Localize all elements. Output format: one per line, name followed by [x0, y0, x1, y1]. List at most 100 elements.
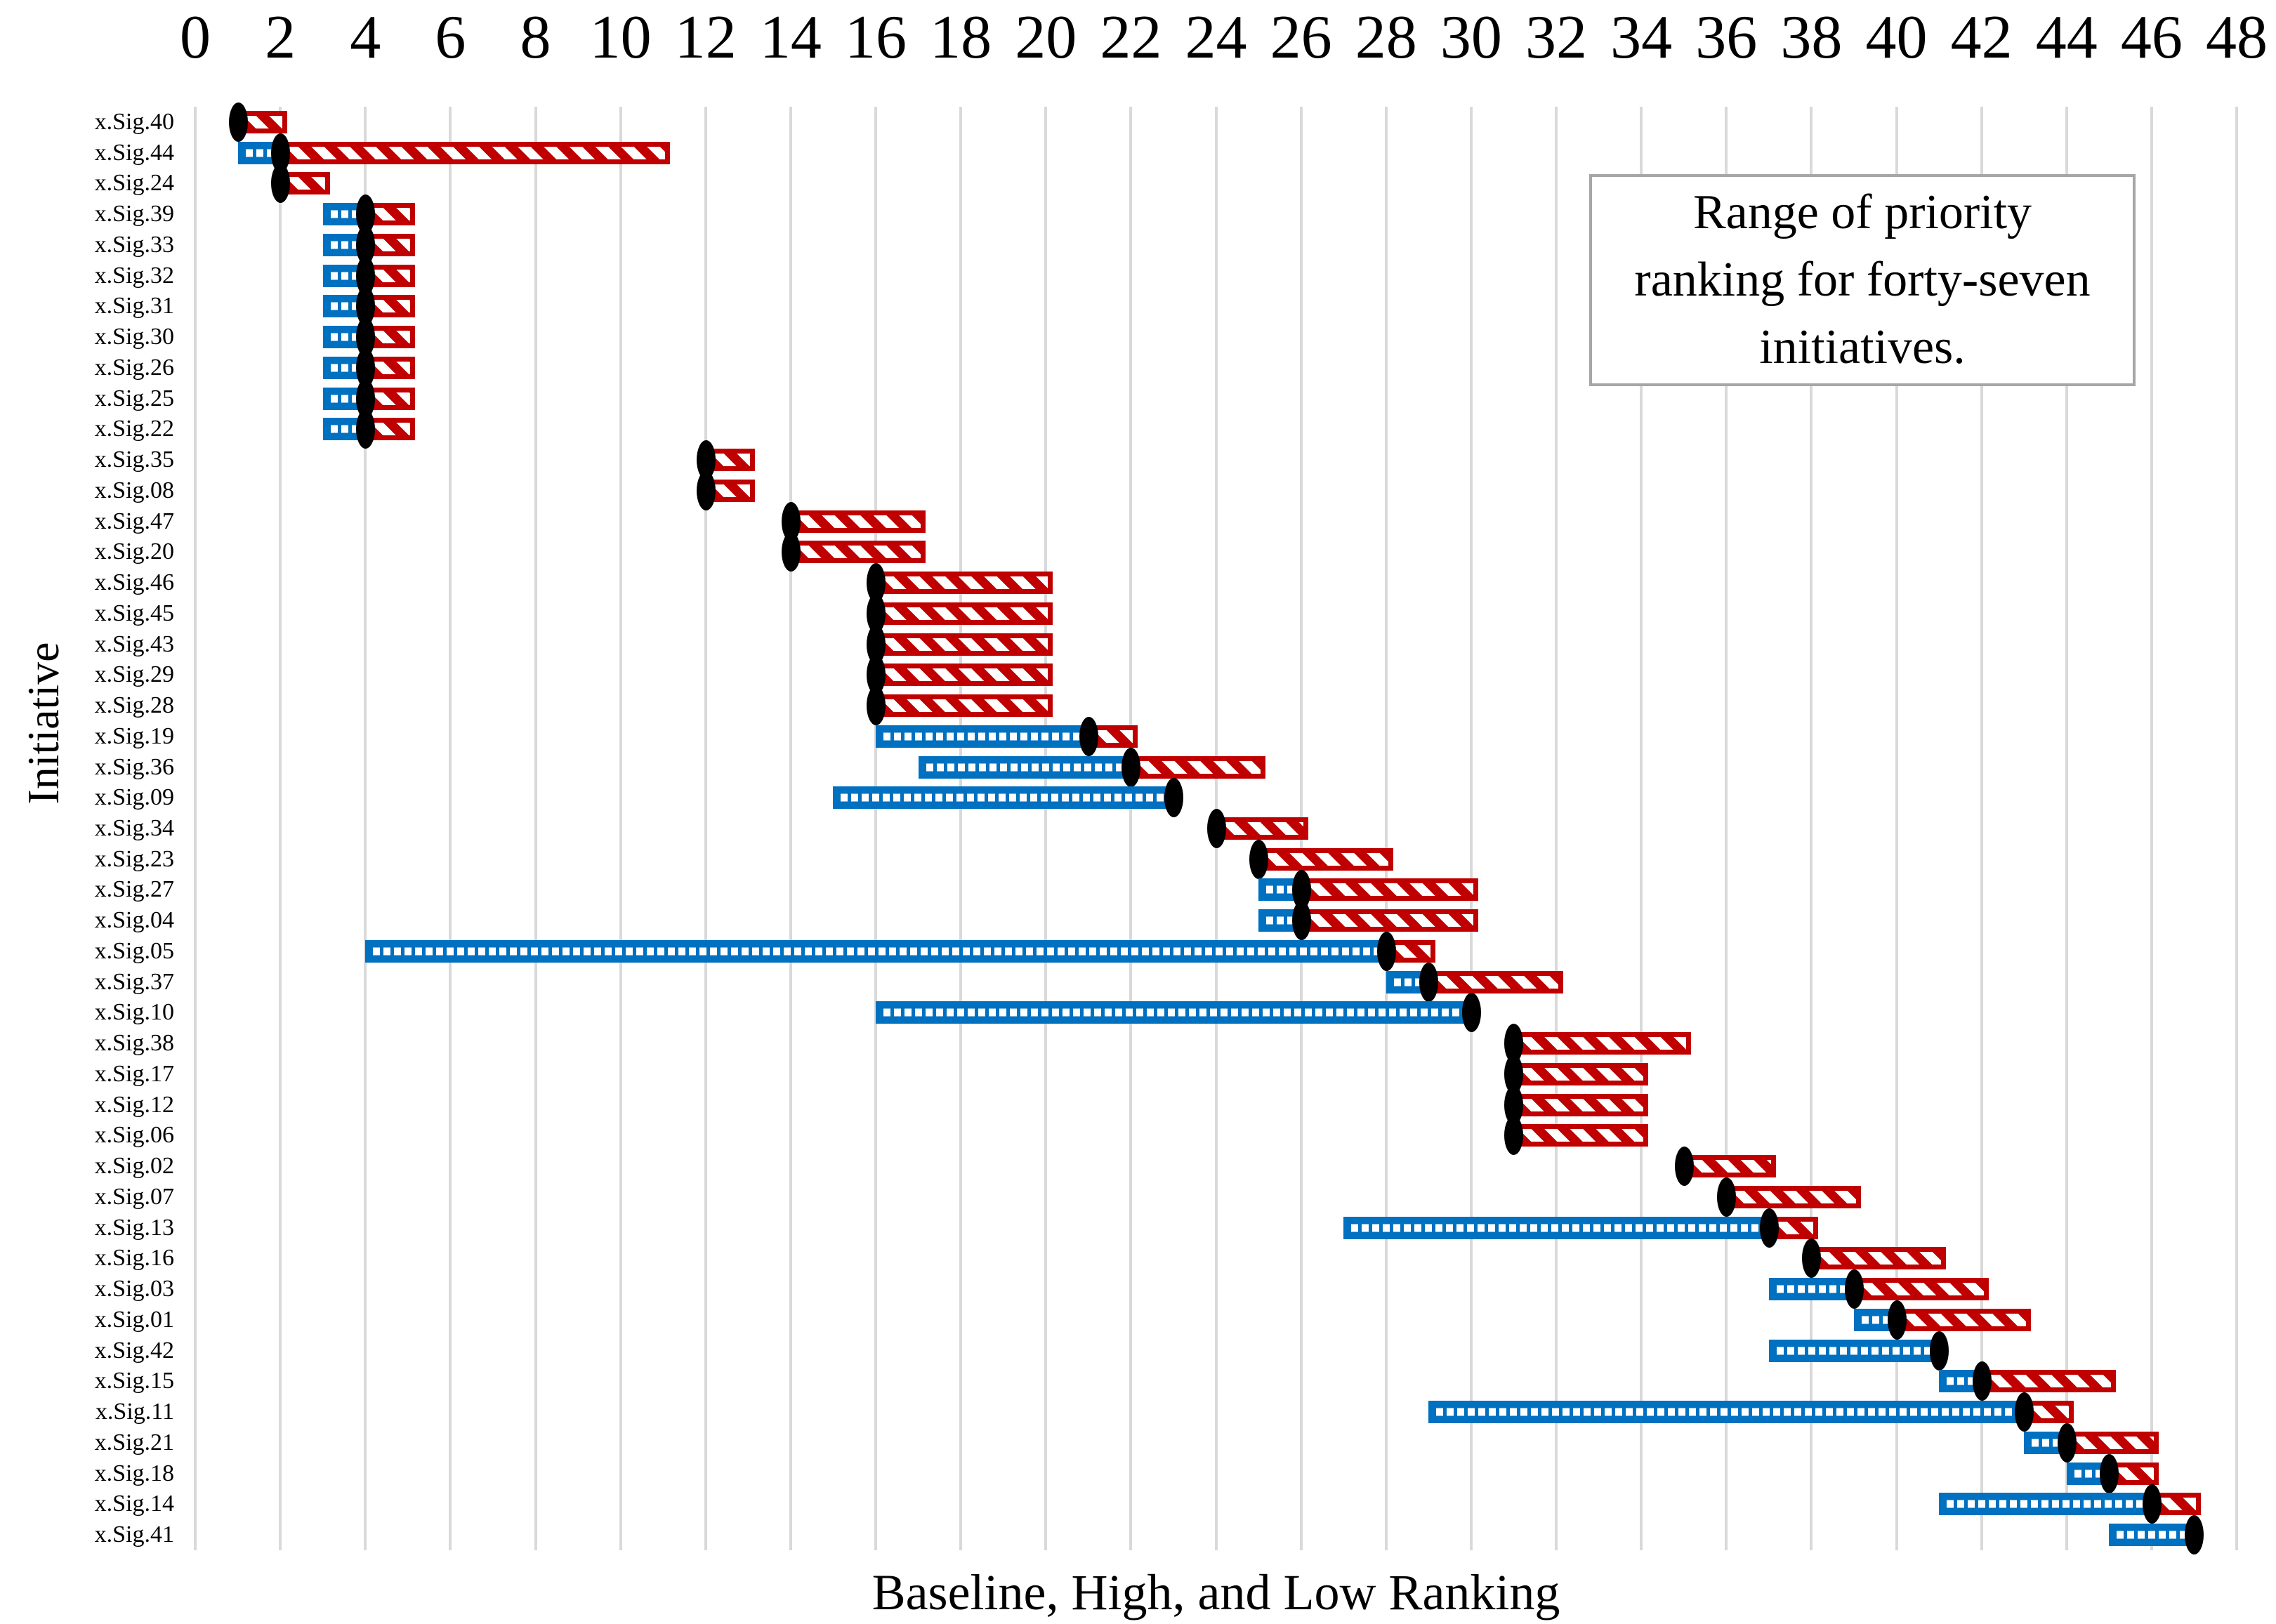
baseline-marker	[271, 164, 291, 204]
y-axis-title: Initiative	[18, 642, 68, 805]
baseline-marker	[1759, 1208, 1779, 1248]
x-axis-tick-label: 38	[1780, 4, 1843, 72]
x-axis-tick-label: 24	[1185, 4, 1247, 72]
x-axis-tick-label: 2	[265, 4, 296, 72]
x-axis-tick-label: 36	[1695, 4, 1758, 72]
high-range-bar	[1981, 1370, 2117, 1393]
high-range-bar	[1301, 878, 1478, 902]
y-axis-label: x.Sig.16	[94, 1245, 174, 1272]
high-range-bar	[876, 694, 1053, 718]
y-axis-label: x.Sig.13	[94, 1214, 174, 1241]
gridline	[194, 107, 197, 1550]
y-axis-label: x.Sig.29	[94, 661, 174, 688]
x-axis-tick-label: 18	[930, 4, 992, 72]
gridline	[1555, 107, 1558, 1550]
y-axis-label: x.Sig.34	[94, 815, 174, 841]
y-axis-label: x.Sig.08	[94, 477, 174, 503]
baseline-marker	[1461, 993, 1481, 1033]
x-axis-tick-label: 42	[1950, 4, 2013, 72]
gridline	[1384, 107, 1388, 1550]
baseline-marker	[867, 686, 886, 726]
gridline	[534, 107, 537, 1550]
y-axis-label: x.Sig.39	[94, 201, 174, 227]
y-axis-label: x.Sig.17	[94, 1060, 174, 1087]
x-axis-tick-label: 12	[674, 4, 737, 72]
x-axis-tick-label: 20	[1015, 4, 1077, 72]
baseline-marker	[1206, 809, 1226, 848]
y-axis-label: x.Sig.23	[94, 845, 174, 872]
x-axis-tick-label: 32	[1525, 4, 1587, 72]
y-axis-label: x.Sig.22	[94, 416, 174, 442]
x-axis-tick-label: 44	[2035, 4, 2098, 72]
baseline-marker	[1291, 901, 1311, 941]
y-axis-label: x.Sig.26	[94, 354, 174, 381]
y-axis-label: x.Sig.45	[94, 600, 174, 626]
y-axis-label: x.Sig.24	[94, 170, 174, 197]
high-range-bar	[1726, 1185, 1861, 1208]
high-range-bar	[1513, 1093, 1649, 1116]
baseline-marker	[2015, 1392, 2034, 1432]
y-axis-label: x.Sig.18	[94, 1460, 174, 1486]
gridline	[364, 107, 367, 1550]
gridline	[704, 107, 707, 1550]
low-range-bar	[876, 1001, 1471, 1024]
y-axis-label: x.Sig.47	[94, 508, 174, 534]
y-axis-label: x.Sig.46	[94, 569, 174, 596]
high-range-bar	[2066, 1431, 2159, 1454]
baseline-marker	[1419, 962, 1439, 1002]
high-range-bar	[876, 633, 1053, 656]
y-axis-label: x.Sig.15	[94, 1368, 174, 1394]
gridline	[1810, 107, 1813, 1550]
baseline-marker	[2142, 1484, 2162, 1524]
high-range-bar	[1513, 1032, 1691, 1055]
low-range-bar	[1428, 1401, 2025, 1424]
high-range-bar	[1216, 817, 1308, 840]
x-axis-tick-label: 40	[1865, 4, 1928, 72]
baseline-marker	[2185, 1515, 2204, 1555]
low-range-bar	[1939, 1493, 2152, 1516]
y-axis-label: x.Sig.37	[94, 968, 174, 995]
x-axis-title: Baseline, High, and Low Ranking	[871, 1564, 1560, 1620]
low-range-bar	[365, 939, 1386, 963]
high-range-bar	[876, 602, 1053, 625]
low-range-bar	[876, 725, 1088, 748]
baseline-marker	[1972, 1361, 1992, 1401]
y-axis-label: x.Sig.30	[94, 324, 174, 350]
high-range-bar	[1258, 847, 1393, 871]
y-axis-label: x.Sig.25	[94, 385, 174, 411]
high-range-bar	[1428, 970, 1563, 993]
y-axis-label: x.Sig.12	[94, 1091, 174, 1118]
annotation-box: Range of priority ranking for forty-seve…	[1589, 174, 2136, 386]
gridline	[1895, 107, 1898, 1550]
gridline	[619, 107, 622, 1550]
baseline-marker	[1376, 931, 1396, 971]
y-axis-label: x.Sig.21	[94, 1429, 174, 1455]
x-axis-tick-label: 48	[2206, 4, 2268, 72]
x-axis-tick-label: 14	[759, 4, 822, 72]
high-range-bar	[1811, 1247, 1947, 1270]
x-axis-tick-label: 28	[1355, 4, 1417, 72]
x-axis-tick-label: 34	[1610, 4, 1673, 72]
y-axis-label: x.Sig.40	[94, 108, 174, 135]
low-range-bar	[2109, 1524, 2195, 1547]
gridline	[1469, 107, 1473, 1550]
baseline-marker	[1844, 1269, 1864, 1309]
gridline	[1980, 107, 1983, 1550]
y-axis-label: x.Sig.44	[94, 139, 174, 166]
y-axis-label: x.Sig.27	[94, 876, 174, 903]
x-axis-tick-label: 46	[2120, 4, 2183, 72]
x-axis-tick-label: 6	[435, 4, 466, 72]
y-axis-label: x.Sig.05	[94, 937, 174, 964]
low-range-bar	[1343, 1216, 1769, 1239]
high-range-bar	[790, 510, 926, 533]
baseline-marker	[356, 409, 376, 449]
annotation-text: Range of priority ranking for forty-seve…	[1634, 185, 2091, 374]
baseline-marker	[1504, 1116, 1524, 1156]
x-axis-tick-label: 8	[520, 4, 551, 72]
gridline	[789, 107, 792, 1550]
gridline	[874, 107, 877, 1550]
gridline	[449, 107, 452, 1550]
y-axis-label: x.Sig.42	[94, 1337, 174, 1364]
gridline	[1129, 107, 1133, 1550]
